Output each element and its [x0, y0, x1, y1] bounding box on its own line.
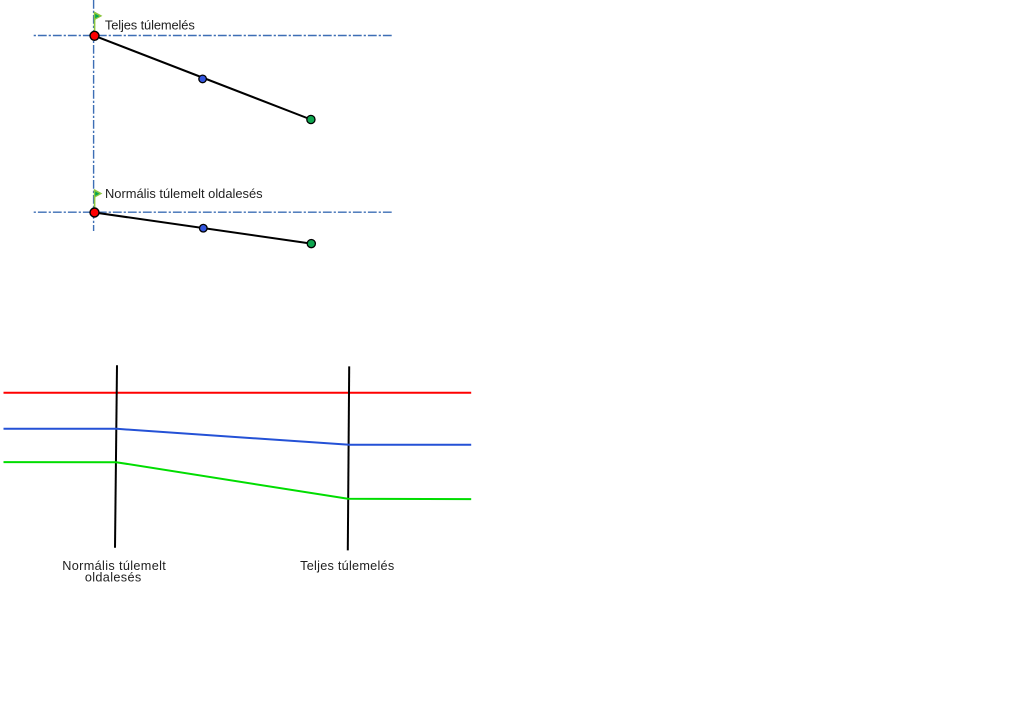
svg-text:Teljes túlemelés: Teljes túlemelés [300, 559, 394, 573]
svg-text:Normális túlemelt oldalesés: Normális túlemelt oldalesés [105, 186, 263, 201]
svg-text:oldalesés: oldalesés [85, 571, 142, 585]
svg-text:Normális túlemelt: Normális túlemelt [62, 559, 166, 573]
svg-text:Teljes túlemelés: Teljes túlemelés [105, 18, 195, 33]
